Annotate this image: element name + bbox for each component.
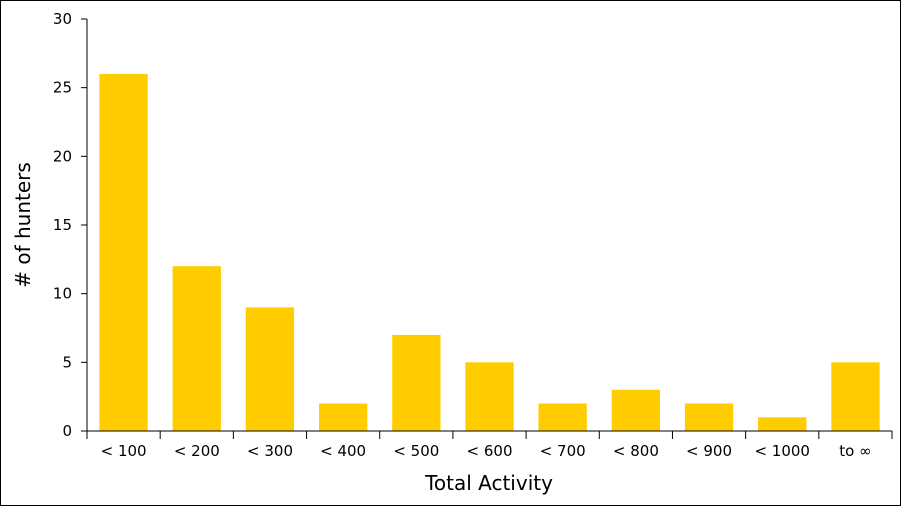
x-tick-label: < 400 bbox=[320, 442, 366, 460]
y-tick-label: 20 bbox=[53, 147, 72, 165]
y-axis-title: # of hunters bbox=[11, 162, 35, 288]
y-tick-label: 25 bbox=[53, 79, 72, 97]
y-tick-label: 10 bbox=[53, 285, 72, 303]
bar-9 bbox=[758, 417, 807, 431]
bar-7 bbox=[611, 389, 660, 431]
x-tick-label: < 800 bbox=[613, 442, 659, 460]
x-tick-label: < 1000 bbox=[754, 442, 810, 460]
bar-8 bbox=[684, 403, 734, 431]
y-axis: 0 5 10 15 20 25 30 bbox=[53, 10, 88, 440]
x-tick-label: < 700 bbox=[540, 442, 586, 460]
x-tick-label: < 900 bbox=[686, 442, 732, 460]
y-tick-label: 15 bbox=[53, 216, 72, 234]
y-tick-label: 0 bbox=[62, 422, 72, 440]
bars-group bbox=[99, 73, 880, 432]
x-axis-title: Total Activity bbox=[424, 471, 553, 495]
bar-1 bbox=[172, 266, 221, 431]
y-tick-label: 5 bbox=[62, 353, 72, 371]
bar-5 bbox=[465, 362, 514, 431]
x-tick-label: < 600 bbox=[467, 442, 513, 460]
bar-0 bbox=[99, 73, 148, 432]
y-tick-label: 30 bbox=[53, 10, 72, 28]
x-tick-label: to ∞ bbox=[839, 442, 871, 460]
x-axis: < 100 < 200 < 300 < 400 < 500 < 600 < 700 < 800… bbox=[86, 430, 893, 460]
bar-2 bbox=[245, 307, 295, 431]
bar-3 bbox=[319, 403, 368, 431]
bar-4 bbox=[392, 334, 441, 431]
x-tick-label: < 500 bbox=[393, 442, 439, 460]
x-tick-label: < 200 bbox=[174, 442, 220, 460]
x-tick-label: < 100 bbox=[101, 442, 147, 460]
bar-6 bbox=[538, 403, 587, 431]
x-tick-label: < 300 bbox=[247, 442, 293, 460]
bar-10 bbox=[831, 362, 880, 431]
